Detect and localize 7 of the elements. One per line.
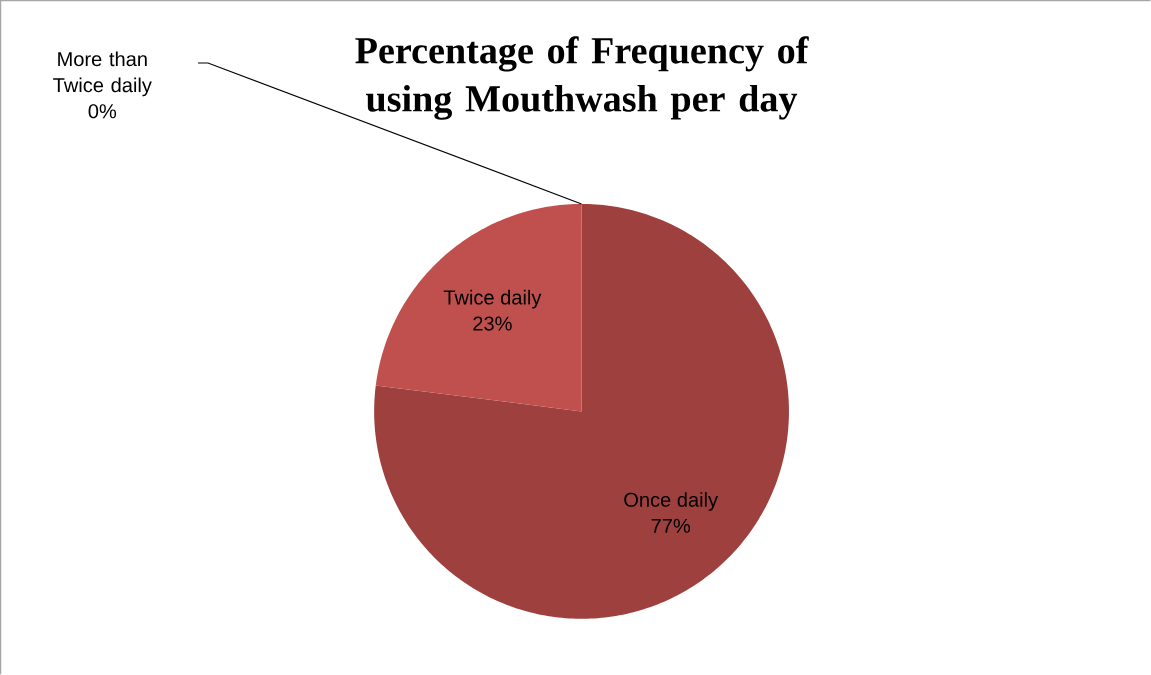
data-label: 23% [473, 316, 512, 331]
text: 0% [88, 104, 117, 119]
data-label: 77% [651, 518, 691, 533]
slice-label: Once daily [624, 492, 719, 511]
chart-title: Percentage of Frequency of using Mouthwash per day [355, 36, 809, 120]
slice-label: Twice daily [443, 289, 542, 309]
category-label: More than Twice daily [53, 51, 152, 97]
